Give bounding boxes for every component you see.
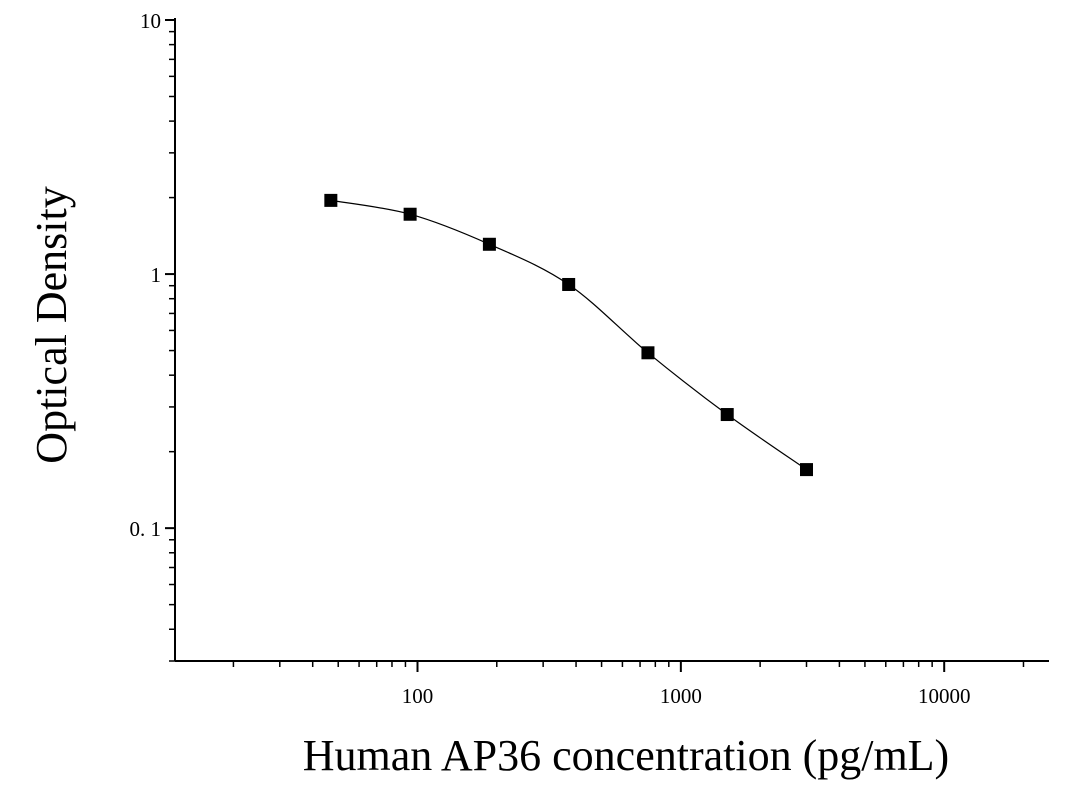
y-tick-labels: 10 1 0. 1 [130,9,162,541]
x-tick-label: 100 [402,684,434,708]
y-tick-label: 1 [151,263,162,287]
x-axis-title: Human AP36 concentration (pg/mL) [303,731,949,780]
x-tick-labels: 100 1000 10000 [402,684,971,708]
y-axis-title: Optical Density [27,186,76,463]
data-point [800,463,814,477]
data-point [720,408,734,422]
data-point [482,237,496,251]
data-points [324,193,814,477]
x-tick-label: 10000 [918,684,971,708]
fit-curve [330,199,807,471]
data-point [403,207,417,221]
data-point [324,193,338,207]
x-tick-label: 1000 [660,684,702,708]
y-tick-label: 10 [140,9,161,33]
data-point [641,346,655,360]
minor-ticks [232,661,1025,672]
data-point [562,277,576,291]
y-tick-label: 0. 1 [130,517,162,541]
major-ticks [165,19,175,662]
